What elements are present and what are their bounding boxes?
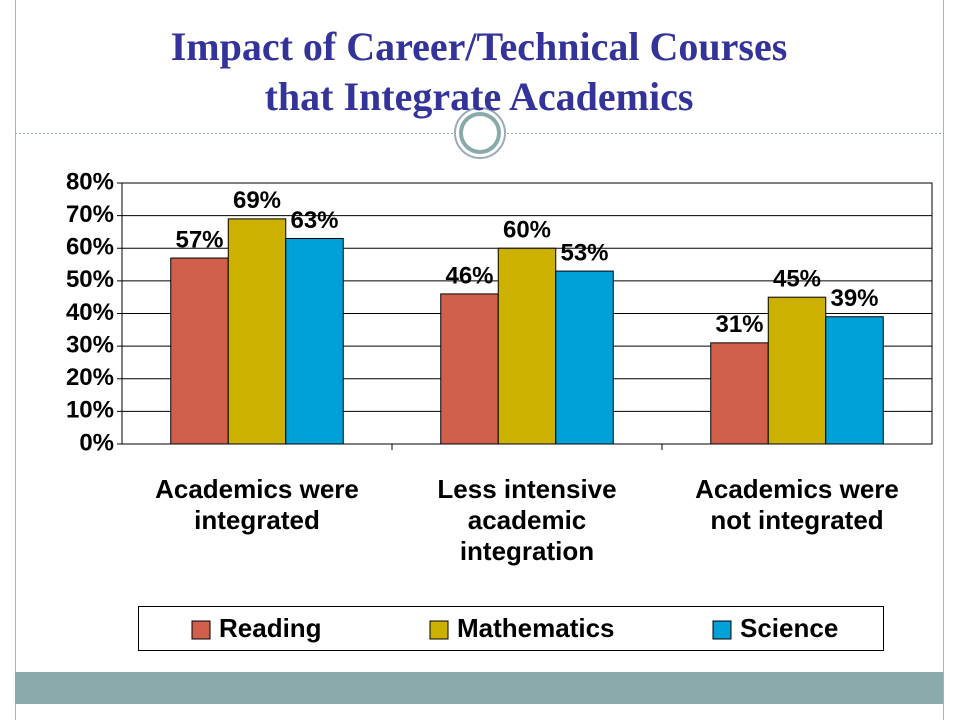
data-label: 53% [560, 239, 608, 266]
data-label: 69% [233, 187, 281, 214]
y-tick-label: 0% [79, 429, 114, 456]
y-tick-label: 30% [66, 331, 114, 358]
data-label: 45% [773, 266, 821, 293]
data-label: 60% [503, 217, 551, 244]
y-tick-label: 40% [66, 299, 114, 326]
y-tick-label: 50% [66, 266, 114, 293]
bar [555, 270, 614, 445]
legend-label: Reading [219, 613, 322, 643]
footer-band [15, 672, 943, 704]
x-tick-label: Less intensive academic integration [437, 474, 617, 566]
bar [285, 237, 344, 445]
chart-title: Impact of Career/Technical Courses that … [170, 24, 788, 119]
bar [227, 218, 287, 445]
y-tick-label: 20% [66, 364, 114, 391]
data-label: 46% [445, 262, 493, 289]
y-tick-label: 10% [66, 397, 114, 424]
bar [710, 342, 769, 445]
data-label: 39% [830, 285, 878, 312]
ornament [459, 112, 501, 154]
legend-label: Science [740, 613, 838, 643]
y-tick-label: 80% [66, 168, 114, 195]
data-label: 63% [290, 207, 338, 234]
bar [767, 296, 827, 445]
bar [497, 247, 557, 445]
y-tick-label: 60% [66, 234, 114, 261]
legend-swatch [191, 620, 211, 640]
legend-swatch [429, 620, 449, 640]
bar [440, 293, 499, 445]
bar [170, 257, 229, 445]
legend-label: Mathematics [457, 613, 615, 643]
legend-swatch [712, 620, 732, 640]
data-label: 31% [715, 311, 763, 338]
x-tick-label: Academics were integrated [155, 474, 359, 535]
data-label: 57% [175, 226, 223, 253]
legend-box [138, 606, 884, 651]
y-tick-label: 70% [66, 201, 114, 228]
x-tick-label: Academics were not integrated [695, 474, 899, 535]
bar [825, 316, 884, 445]
